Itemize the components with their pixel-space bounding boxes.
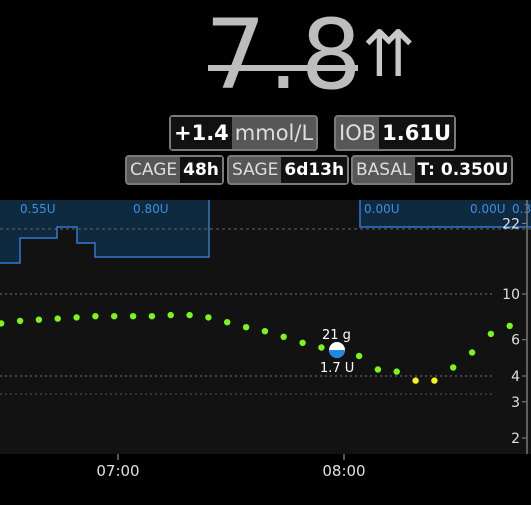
glucose-dot: [355, 352, 363, 360]
glucose-dot: [205, 314, 212, 321]
treatment-insulin: 1.7 U: [320, 361, 354, 376]
iob-value: 1.61U: [379, 117, 455, 149]
basal-area: [0, 200, 531, 263]
y-axis: 22 10 6 4 3 2: [502, 216, 527, 447]
glucose-dot: [487, 330, 495, 338]
trend-arrow-icon: ⇈: [362, 18, 416, 92]
glucose-dot: [54, 315, 61, 322]
basal-line: [0, 200, 531, 264]
cage-pill[interactable]: CAGE 48h: [125, 155, 224, 185]
x-axis: 07:00 08:00: [96, 454, 366, 480]
basal-value: T: 0.350U: [414, 157, 512, 183]
glucose-dot: [280, 333, 287, 340]
bg-value: 7.8: [205, 0, 364, 111]
delta-pill: +1.4 mmol/L: [169, 115, 319, 151]
x-tick-label: 07:00: [96, 462, 139, 480]
header: 7.8 ⇈ +1.4 mmol/L IOB 1.61U CAGE 48h SAG…: [0, 0, 531, 200]
glucose-dot: [0, 320, 5, 327]
glucose-dot: [186, 311, 193, 319]
iob-label: IOB: [339, 121, 377, 145]
stale-strike: [208, 65, 358, 71]
glucose-dot: [129, 313, 137, 320]
treatment-carbs: 21 g: [322, 328, 351, 343]
delta-unit: mmol/L: [234, 121, 314, 145]
glucose-dot: [374, 366, 382, 373]
glucose-dot: [299, 339, 306, 346]
glucose-dot: [393, 368, 400, 375]
basal-label-2: 0.80U: [133, 202, 169, 216]
glucose-dot: [261, 328, 269, 335]
basal-label-1: 0.55U: [20, 202, 56, 216]
glucose-dot: [318, 344, 325, 351]
sage-pill[interactable]: SAGE 6d13h: [227, 155, 350, 185]
sage-label: SAGE: [232, 160, 279, 180]
sage-value: 6d13h: [281, 157, 348, 183]
glucose-dot: [148, 313, 156, 320]
basal-pill[interactable]: BASAL T: 0.350U: [351, 155, 514, 185]
y-tick-label: 10: [502, 287, 520, 303]
glucose-dot: [506, 322, 513, 330]
chart-background: [0, 200, 531, 501]
basal-label: BASAL: [356, 160, 412, 180]
glucose-dot: [111, 313, 118, 320]
glucose-dot: [16, 317, 24, 325]
y-tick-label: 2: [511, 431, 520, 447]
insulin-half-icon: [329, 350, 345, 358]
cage-label: CAGE: [130, 160, 178, 180]
glucose-chart[interactable]: 0.55U 0.80U 0.00U 0.00U 0.3 22 10 6 4 3 2 07:…: [0, 200, 531, 501]
y-tick-label: 22: [502, 216, 520, 232]
basal-label-5: 0.3: [512, 202, 531, 216]
y-tick-label: 3: [511, 395, 520, 411]
glucose-dot: [412, 377, 419, 384]
delta-value: +1.4: [171, 117, 232, 149]
y-tick-label: 6: [511, 333, 520, 349]
treatment-marker[interactable]: 21 g 1.7 U: [320, 328, 354, 376]
chart-svg: 0.55U 0.80U 0.00U 0.00U 0.3 22 10 6 4 3 2 07:…: [0, 200, 531, 501]
x-tick-label: 08:00: [322, 462, 365, 480]
glucose-dot: [92, 313, 99, 320]
basal-label-4: 0.00U: [470, 202, 506, 216]
x-axis-band: [0, 454, 531, 501]
cage-value: 48h: [180, 157, 222, 183]
glucose-dot: [242, 324, 250, 331]
glucose-dot: [167, 311, 174, 319]
glucose-dot: [468, 349, 476, 356]
glucose-dot: [35, 316, 43, 323]
glucose-dot: [431, 377, 438, 384]
y-tick-label: 4: [511, 369, 520, 385]
glucose-dot: [224, 319, 231, 326]
iob-pill[interactable]: IOB 1.61U: [334, 115, 457, 151]
glucose-dots: [0, 311, 513, 384]
basal-label-3: 0.00U: [364, 202, 400, 216]
glucose-dot: [73, 314, 80, 321]
glucose-dot: [450, 364, 457, 371]
